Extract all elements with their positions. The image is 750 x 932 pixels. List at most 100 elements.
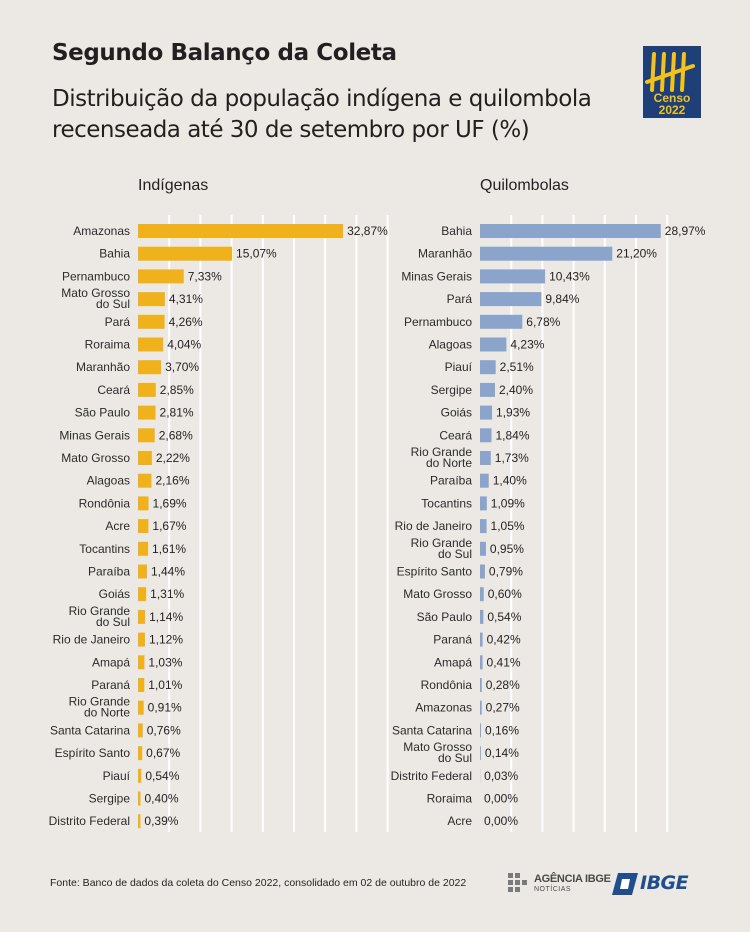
category-label: Distrito Federal	[391, 769, 472, 783]
value-label: 0,79%	[489, 565, 523, 579]
category-label: Pará	[105, 315, 131, 329]
category-label: Rio de Janeiro	[53, 633, 131, 647]
value-label: 1,69%	[153, 496, 187, 510]
bar	[138, 451, 152, 465]
bar	[138, 292, 165, 307]
category-label: Espírito Santo	[55, 746, 131, 760]
value-label: 7,33%	[188, 269, 222, 283]
value-label: 4,26%	[169, 315, 203, 329]
value-label: 1,44%	[151, 565, 185, 579]
category-label: Goiás	[441, 406, 472, 420]
bar	[138, 405, 156, 420]
bar	[480, 292, 542, 307]
value-label: 0,03%	[484, 769, 518, 783]
bar	[480, 541, 486, 556]
value-label: 9,84%	[545, 292, 579, 306]
value-label: 1,09%	[491, 496, 525, 510]
category-label: Paraná	[91, 678, 130, 692]
bar	[480, 405, 493, 420]
value-label: 0,41%	[487, 655, 521, 669]
bar	[138, 700, 144, 715]
ibge-mark-icon	[612, 873, 638, 895]
bar	[480, 428, 492, 443]
category-label: Amazonas	[415, 701, 472, 715]
value-label: 2,81%	[160, 406, 194, 420]
value-label: 2,22%	[156, 451, 190, 465]
chart-quilombolas: Quilombolas Bahia 28,97% Maranhão 21,20% Mina…	[391, 177, 706, 832]
category-label: Rio Grande do Norte	[69, 695, 131, 720]
value-label: 0,00%	[484, 792, 518, 806]
category-label: Piauí	[103, 769, 131, 783]
agencia-ibge-logo: AGÊNCIA IBGE NOTÍCIAS	[506, 870, 611, 898]
bar	[480, 360, 496, 375]
value-label: 0,00%	[484, 814, 518, 828]
value-label: 0,42%	[487, 633, 521, 647]
bar	[480, 587, 484, 602]
category-label: São Paulo	[417, 610, 473, 624]
bar	[480, 700, 482, 715]
value-label: 1,01%	[148, 678, 182, 692]
logo-line1: Censo	[654, 91, 691, 105]
value-label: 1,40%	[493, 474, 527, 488]
value-label: 0,27%	[486, 701, 520, 715]
bar	[138, 768, 142, 783]
category-label: Paraná	[433, 633, 472, 647]
category-label: Ceará	[439, 428, 472, 442]
category-label: Pará	[447, 292, 473, 306]
value-label: 1,05%	[491, 519, 525, 533]
agencia-line2: NOTÍCIAS	[534, 886, 572, 893]
value-label: 0,76%	[147, 723, 181, 737]
bar	[480, 564, 485, 579]
value-label: 0,67%	[146, 746, 180, 760]
value-label: 4,31%	[169, 292, 203, 306]
bar	[138, 814, 141, 829]
logo-line2: 2022	[659, 103, 686, 117]
category-label: Roraima	[427, 792, 473, 806]
category-label: Rio Grande do Sul	[69, 604, 131, 629]
value-label: 0,14%	[485, 746, 519, 760]
agencia-mark-icon	[508, 873, 527, 892]
censo-2022-logo: Censo 2022	[643, 46, 701, 118]
bar	[138, 360, 162, 375]
category-label: Rio Grande do Norte	[411, 445, 473, 470]
value-label: 1,61%	[152, 542, 186, 556]
bar	[480, 269, 546, 284]
category-label: Amapá	[92, 655, 130, 669]
value-label: 2,16%	[155, 474, 189, 488]
gridlines-quilombolas	[510, 215, 669, 832]
ibge-wordmark: IBGE	[640, 872, 689, 894]
chart-title-quilombolas: Quilombolas	[480, 177, 569, 194]
value-label: 15,07%	[236, 247, 277, 261]
value-label: 0,54%	[145, 769, 179, 783]
bar	[480, 246, 613, 261]
category-label: Rio Grande do Sul	[411, 536, 473, 561]
value-label: 1,03%	[148, 655, 182, 669]
category-label: Tocantins	[421, 496, 472, 510]
category-label: Pernambuco	[404, 315, 472, 329]
bar	[138, 269, 184, 284]
category-label: Mato Grosso	[403, 587, 472, 601]
value-label: 4,23%	[510, 338, 544, 352]
value-label: 6,78%	[526, 315, 560, 329]
bar	[138, 224, 344, 238]
bar	[480, 337, 507, 352]
category-label: Santa Catarina	[392, 723, 472, 737]
category-label: Amazonas	[73, 224, 130, 238]
ibge-logo: IBGE	[612, 872, 704, 896]
value-label: 0,91%	[148, 701, 182, 715]
category-label: Alagoas	[429, 338, 472, 352]
category-label: Bahia	[99, 247, 130, 261]
value-label: 0,95%	[490, 542, 524, 556]
category-label: Minas Gerais	[401, 269, 472, 283]
category-label: Amapá	[434, 655, 472, 669]
value-label: 1,84%	[495, 428, 529, 442]
bar	[480, 723, 481, 738]
bar	[138, 541, 149, 556]
category-label: São Paulo	[75, 406, 131, 420]
bar	[480, 609, 484, 624]
category-label: Goiás	[99, 587, 130, 601]
value-label: 32,87%	[347, 224, 388, 238]
bar	[480, 224, 661, 238]
category-label: Roraima	[85, 338, 131, 352]
value-label: 0,54%	[487, 610, 521, 624]
